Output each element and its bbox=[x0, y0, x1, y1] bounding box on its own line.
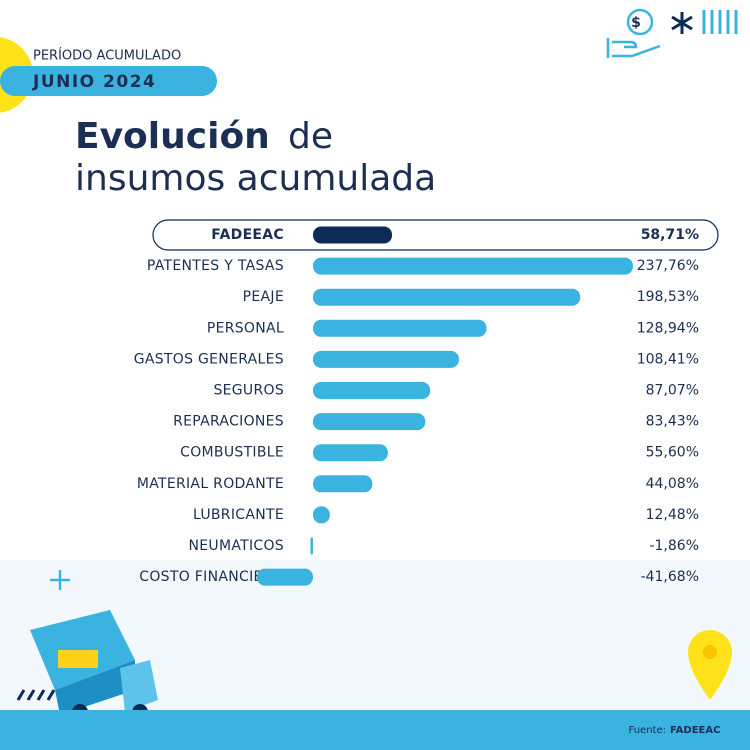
period-pill bbox=[0, 66, 217, 96]
dollar-icon: $ bbox=[631, 15, 641, 31]
truck-illustration bbox=[16, 610, 158, 720]
period-label: PERÍODO ACUMULADO bbox=[33, 48, 181, 64]
value-label: 198,53% bbox=[637, 289, 699, 305]
value-label: 237,76% bbox=[637, 258, 699, 274]
stripes-icon bbox=[702, 10, 738, 34]
category-label: PATENTES Y TASAS bbox=[147, 258, 284, 274]
value-label: -1,86% bbox=[649, 538, 699, 554]
money-icon bbox=[606, 8, 661, 58]
bar bbox=[313, 319, 487, 337]
value-label: 83,43% bbox=[646, 414, 699, 430]
location-pin bbox=[688, 630, 732, 700]
bar bbox=[313, 475, 373, 493]
category-label: FADEEAC bbox=[211, 227, 284, 243]
category-label: REPARACIONES bbox=[173, 414, 284, 430]
bar bbox=[256, 568, 313, 586]
value-label: 128,94% bbox=[637, 320, 699, 336]
bar bbox=[313, 506, 330, 524]
highlight-outline bbox=[152, 219, 719, 251]
title-bold: Evolución bbox=[75, 116, 270, 157]
value-label: 87,07% bbox=[646, 383, 699, 399]
category-label: PEAJE bbox=[243, 289, 284, 305]
value-label: 58,71% bbox=[641, 227, 699, 243]
period: JUNIO 2024 bbox=[32, 72, 156, 92]
category-label: LUBRICANTE bbox=[193, 507, 284, 523]
title-line: insumos acumulada bbox=[75, 158, 436, 199]
category-label: MATERIAL RODANTE bbox=[137, 476, 284, 492]
source-label: Fuente: bbox=[629, 725, 666, 736]
bar bbox=[313, 226, 393, 244]
category-label: NEUMATICOS bbox=[189, 538, 285, 554]
plus-icon bbox=[50, 570, 70, 590]
bar bbox=[313, 350, 459, 368]
footer-band bbox=[0, 710, 750, 750]
value-label: 108,41% bbox=[637, 351, 699, 367]
bar bbox=[313, 382, 431, 399]
bar bbox=[313, 257, 633, 275]
value-label: 44,08% bbox=[646, 476, 699, 492]
bar bbox=[313, 288, 581, 306]
bar bbox=[310, 537, 313, 555]
bar-rows: FADEEAC 58,71% PATENTES Y TASAS 237,76% PEAJ… bbox=[134, 219, 719, 586]
value-label: -41,68% bbox=[641, 569, 699, 585]
bar bbox=[313, 413, 426, 431]
bar bbox=[313, 444, 388, 462]
category-label: COSTO FINANCIERO bbox=[139, 569, 284, 585]
asterisk-icon bbox=[671, 12, 693, 34]
category-label: GASTOS GENERALES bbox=[134, 351, 284, 367]
source: FADEEAC bbox=[670, 725, 720, 736]
title-word: de bbox=[288, 116, 333, 157]
value-label: 55,60% bbox=[646, 445, 699, 461]
category-label: SEGUROS bbox=[213, 383, 284, 399]
category-label: PERSONAL bbox=[207, 320, 284, 336]
category-label: COMBUSTIBLE bbox=[180, 445, 284, 461]
value-label: 12,48% bbox=[646, 507, 699, 523]
title: Evolución de insumos acumulada bbox=[75, 116, 436, 199]
